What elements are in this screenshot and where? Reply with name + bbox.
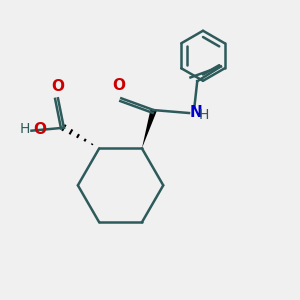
- Text: O: O: [112, 78, 125, 93]
- Text: N: N: [190, 105, 203, 120]
- Text: H: H: [198, 108, 209, 122]
- Text: O: O: [52, 79, 64, 94]
- Text: O: O: [33, 122, 46, 137]
- Polygon shape: [142, 109, 157, 148]
- Text: H: H: [20, 122, 30, 136]
